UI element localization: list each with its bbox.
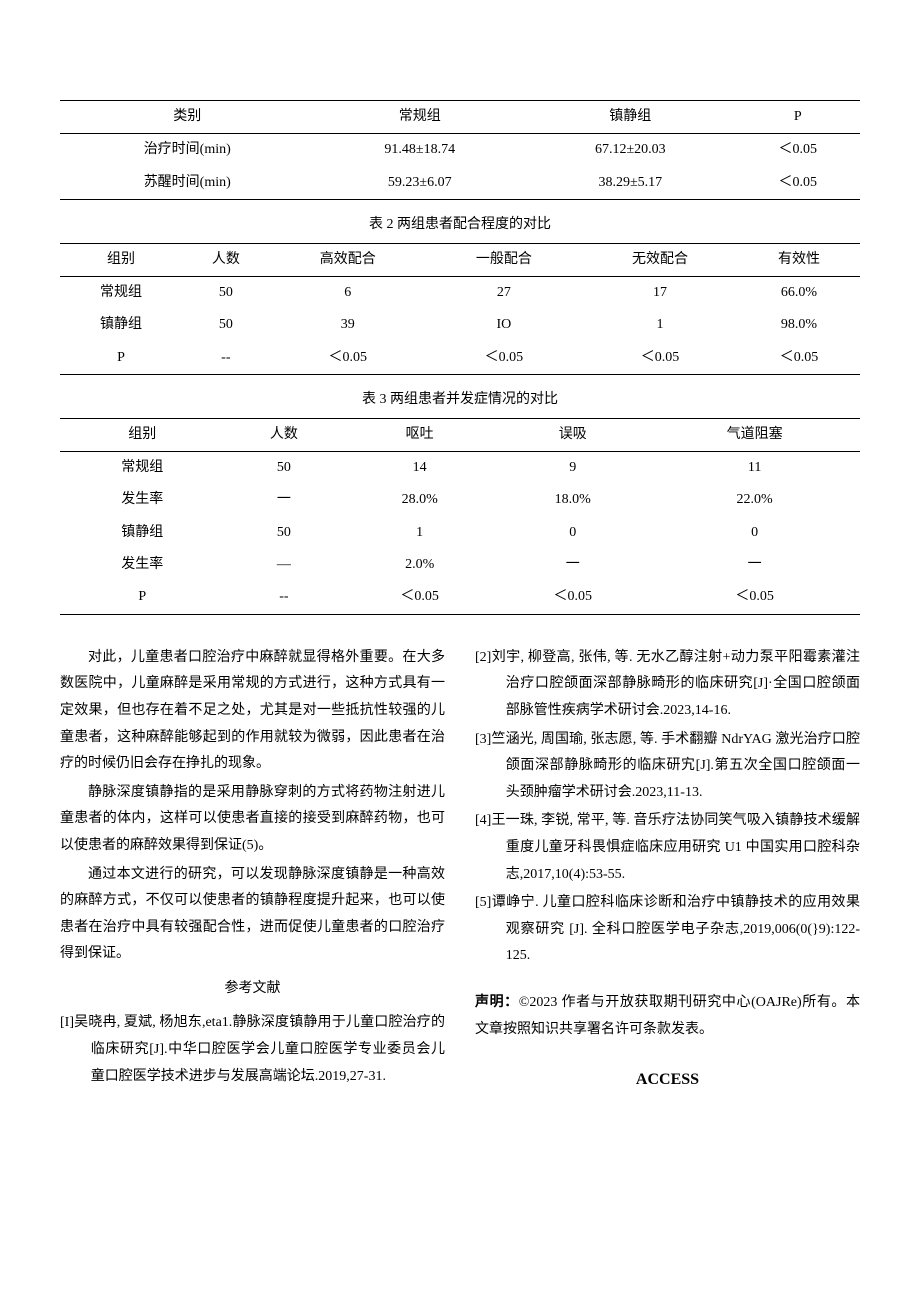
table-cell: IO <box>426 309 582 341</box>
table-cell: 11 <box>649 451 860 484</box>
table-cell: 67.12±20.03 <box>525 134 736 167</box>
table-cell: 50 <box>225 451 344 484</box>
table-cell: 28.0% <box>343 484 496 516</box>
t3-col-group: 组别 <box>60 418 225 451</box>
t3-col-count: 人数 <box>225 418 344 451</box>
table-cell: P <box>60 581 225 614</box>
table-cell: ＜0.05 <box>343 581 496 614</box>
t2-col-none: 无效配合 <box>582 243 738 276</box>
table-cell: 50 <box>225 517 344 549</box>
table-cell: 一 <box>649 549 860 581</box>
table-cell: ＜0.05 <box>582 342 738 375</box>
t1-col-sedation: 镇静组 <box>525 101 736 134</box>
table-cell: ＜0.05 <box>649 581 860 614</box>
table-cell: 59.23±6.07 <box>314 167 525 200</box>
reference-item: [2]刘宇, 柳登高, 张伟, 等. 无水乙醇注射+动力泵平阳霉素灌注治疗口腔颌… <box>475 645 860 725</box>
table-cell: 治疗时间(min) <box>60 134 314 167</box>
table-cell: 常规组 <box>60 276 182 309</box>
table-cell: 2.0% <box>343 549 496 581</box>
declaration-label: 声明： <box>475 995 519 1010</box>
table-cell: 一 <box>496 549 649 581</box>
table-cell: 39 <box>270 309 426 341</box>
table-cell: 98.0% <box>738 309 860 341</box>
body-para-1: 对此，儿童患者口腔治疗中麻醉就显得格外重要。在大多数医院中，儿童麻醉是采用常规的… <box>60 645 445 778</box>
table-cell: 38.29±5.17 <box>525 167 736 200</box>
t3-col-airway: 气道阻塞 <box>649 418 860 451</box>
table-cell: 镇静组 <box>60 309 182 341</box>
table-3: 组别 人数 呕吐 误吸 气道阻塞 常规组 50 14 9 11 发生率 一 28… <box>60 418 860 615</box>
t2-col-eff: 有效性 <box>738 243 860 276</box>
declaration-text: 声明：©2023 作者与开放获取期刊研究中心(OAJRe)所有。本文章按照知识共… <box>475 990 860 1043</box>
table-cell: ＜0.05 <box>736 167 860 200</box>
body-para-2: 静脉深度镇静指的是采用静脉穿刺的方式将药物注射进儿童患者的体内，这样可以使患者直… <box>60 780 445 860</box>
t3-col-vomit: 呕吐 <box>343 418 496 451</box>
t1-col-regular: 常规组 <box>314 101 525 134</box>
table-cell: ＜0.05 <box>496 581 649 614</box>
table-2-caption: 表 2 两组患者配合程度的对比 <box>60 208 860 242</box>
table-cell: 9 <box>496 451 649 484</box>
table-cell: 0 <box>496 517 649 549</box>
right-column: [2]刘宇, 柳登高, 张伟, 等. 无水乙醇注射+动力泵平阳霉素灌注治疗口腔颌… <box>475 645 860 1093</box>
t1-col-p: P <box>736 101 860 134</box>
t2-col-count: 人数 <box>182 243 270 276</box>
t2-col-group: 组别 <box>60 243 182 276</box>
table-cell: 常规组 <box>60 451 225 484</box>
table-cell: — <box>225 549 344 581</box>
table-cell: 一 <box>225 484 344 516</box>
table-cell: -- <box>225 581 344 614</box>
table-cell: 14 <box>343 451 496 484</box>
reference-item: [4]王一珠, 李锐, 常平, 等. 音乐疗法协同笑气吸入镇静技术缓解重度儿童牙… <box>475 808 860 888</box>
table-2: 组别 人数 高效配合 一般配合 无效配合 有效性 常规组 50 6 27 17 … <box>60 243 860 376</box>
declaration-body: ©2023 作者与开放获取期刊研究中心(OAJRe)所有。本文章按照知识共享署名… <box>475 995 860 1037</box>
table-cell: 1 <box>343 517 496 549</box>
table-cell: 发生率 <box>60 484 225 516</box>
table-cell: ＜0.05 <box>736 134 860 167</box>
table-cell: 6 <box>270 276 426 309</box>
reference-item: [3]竺涵光, 周国瑜, 张志愿, 等. 手术翻瓣 NdrYAG 激光治疗口腔颌… <box>475 727 860 807</box>
table-cell: 发生率 <box>60 549 225 581</box>
table-cell: 镇静组 <box>60 517 225 549</box>
table-3-caption: 表 3 两组患者并发症情况的对比 <box>60 383 860 417</box>
table-cell: P <box>60 342 182 375</box>
table-cell: 17 <box>582 276 738 309</box>
table-cell: 91.48±18.74 <box>314 134 525 167</box>
table-1: 类别 常规组 镇静组 P 治疗时间(min) 91.48±18.74 67.12… <box>60 100 860 200</box>
table-cell: ＜0.05 <box>738 342 860 375</box>
table-cell: 50 <box>182 309 270 341</box>
table-cell: -- <box>182 342 270 375</box>
references-heading: 参考文献 <box>60 978 445 1000</box>
content-columns: 对此，儿童患者口腔治疗中麻醉就显得格外重要。在大多数医院中，儿童麻醉是采用常规的… <box>60 645 860 1093</box>
table-cell: 0 <box>649 517 860 549</box>
table-cell: 27 <box>426 276 582 309</box>
reference-item: [I]吴晓冉, 夏斌, 杨旭东,eta1.静脉深度镇静用于儿童口腔治疗的临床研究… <box>60 1010 445 1090</box>
table-cell: 50 <box>182 276 270 309</box>
table-cell: ＜0.05 <box>426 342 582 375</box>
t1-col-category: 类别 <box>60 101 314 134</box>
t2-col-normal: 一般配合 <box>426 243 582 276</box>
access-label: ACCESS <box>475 1067 860 1093</box>
left-column: 对此，儿童患者口腔治疗中麻醉就显得格外重要。在大多数医院中，儿童麻醉是采用常规的… <box>60 645 445 1093</box>
t3-col-aspir: 误吸 <box>496 418 649 451</box>
table-cell: 苏醒时间(min) <box>60 167 314 200</box>
table-cell: 66.0% <box>738 276 860 309</box>
t2-col-high: 高效配合 <box>270 243 426 276</box>
reference-item: [5]谭峥宁. 儿童口腔科临床诊断和治疗中镇静技术的应用效果观察研究 [J]. … <box>475 890 860 970</box>
body-para-3: 通过本文进行的研究，可以发现静脉深度镇静是一种高效的麻醉方式，不仅可以使患者的镇… <box>60 862 445 968</box>
table-cell: ＜0.05 <box>270 342 426 375</box>
table-cell: 22.0% <box>649 484 860 516</box>
table-cell: 18.0% <box>496 484 649 516</box>
table-cell: 1 <box>582 309 738 341</box>
